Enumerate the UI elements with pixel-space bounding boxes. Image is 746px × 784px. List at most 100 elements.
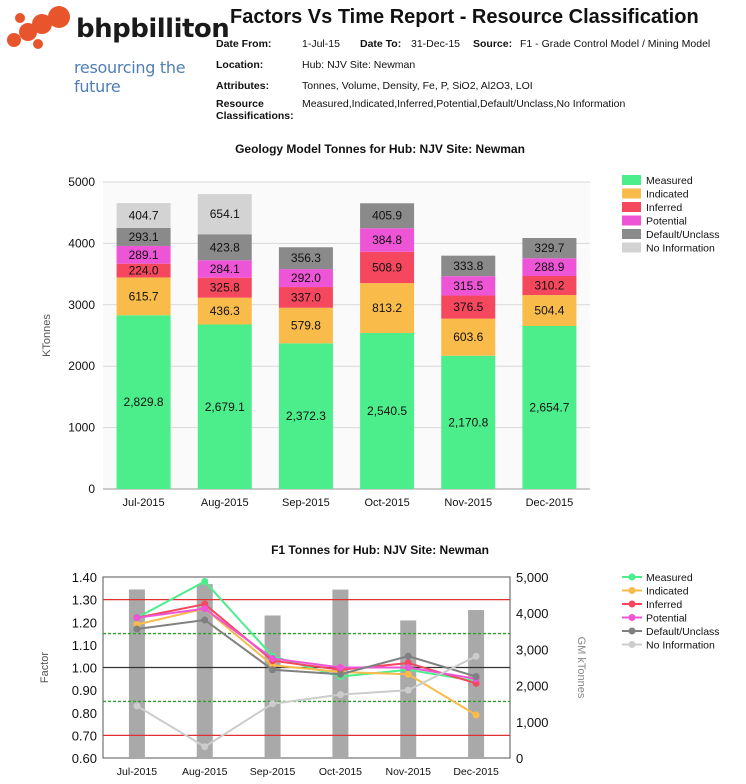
legend-swatch (622, 229, 641, 239)
series-point (336, 670, 344, 678)
bar-segment (116, 315, 171, 489)
series-point (472, 711, 480, 719)
bar-segment (278, 343, 333, 489)
bar-data-label: 293.1 (129, 230, 159, 244)
bar-segment (197, 260, 252, 278)
plot-background (103, 182, 590, 489)
date-to-value: 31-Dec-15 (411, 38, 461, 50)
series-point (472, 652, 480, 660)
legend-label: Indicated (646, 189, 689, 201)
bar-data-label: 654.1 (210, 207, 240, 221)
y-tick-label: 0.60 (72, 751, 97, 766)
location-label: Location: (216, 59, 264, 71)
bar-segment (116, 227, 171, 246)
y-tick-label: 3000 (68, 298, 95, 312)
bar-segment (278, 247, 333, 270)
y-tick-label: 1.30 (72, 593, 97, 608)
bar-data-label: 356.3 (291, 251, 321, 265)
y-tick-label: 1.20 (72, 615, 97, 630)
legend-swatch (622, 188, 641, 199)
y-axis-label: Factor (39, 652, 51, 684)
bar-data-label: 2,679.1 (205, 400, 245, 414)
y2-tick-label: 2,000 (516, 679, 549, 694)
bar-data-label: 603.6 (453, 330, 483, 344)
y-tick-label: 1.10 (72, 638, 97, 653)
legend-label: Measured (646, 572, 693, 584)
series-point (201, 605, 209, 613)
series-point (404, 664, 412, 671)
series-point (201, 578, 209, 586)
y-tick-label: 1.40 (72, 570, 97, 585)
logo-brand: bhpbilliton (76, 14, 230, 44)
series-line (136, 618, 477, 678)
bar-segment (197, 194, 252, 235)
bar-segment (441, 318, 496, 356)
x-tick-label: Jul-2015 (117, 766, 157, 778)
series-point (472, 673, 480, 681)
legend-label: Inferred (646, 599, 682, 611)
date-from-value: 1-Jul-15 (302, 38, 340, 50)
series-line (136, 607, 477, 680)
bar-segment (116, 203, 171, 228)
gm-ktonnes-bar (196, 584, 213, 758)
legend-label: Potential (646, 216, 687, 228)
bar-segment (360, 228, 415, 252)
bar-data-label: 813.2 (372, 301, 402, 315)
bar-data-label: 615.7 (129, 289, 159, 303)
y2-axis-label: GM kTonnes (575, 637, 587, 699)
x-tick-label: Aug-2015 (182, 766, 228, 778)
tonnes-stacked-bar-chart: 0 1000 2000 3000 4000 5000 KTonnes 2,829.8 615.7… (41, 175, 720, 509)
series-point (404, 652, 412, 660)
y-tick-label: 1000 (68, 421, 95, 435)
legend-label: Default/Unclass (646, 626, 720, 638)
bar-segment (360, 251, 415, 284)
bar-data-label: 2,654.7 (529, 401, 569, 415)
resource-classifications-value: Measured,Indicated,Inferred,Potential,De… (302, 98, 626, 110)
legend-swatch (622, 202, 641, 212)
bar-data-label: 404.7 (129, 209, 159, 223)
logo-dots-icon (7, 6, 70, 49)
bar-segment (522, 326, 577, 489)
series-point (201, 743, 209, 751)
bar-segment (197, 234, 252, 261)
series-point (336, 691, 344, 699)
series-point (336, 664, 344, 671)
x-tick-label: Aug-2015 (201, 497, 249, 509)
bar-data-label: 579.8 (291, 319, 321, 333)
bar-data-label: 315.5 (453, 279, 483, 293)
bar-data-label: 2,372.3 (286, 409, 326, 423)
source-label: Source: (473, 38, 513, 50)
date-from-label: Date From: (216, 38, 272, 50)
legend-marker (628, 573, 636, 581)
y2-tick-label: 4,000 (516, 606, 549, 621)
x-tick-label: Nov-2015 (385, 766, 431, 778)
bar-data-label: 2,540.5 (367, 404, 407, 418)
bar-segment (116, 245, 171, 264)
series-point (269, 666, 277, 674)
legend-marker (628, 614, 636, 621)
location-value: Hub: NJV Site: Newman (302, 59, 416, 71)
bar-segment (116, 277, 171, 316)
legend-label: Potential (646, 613, 687, 625)
attributes-value: Tonnes, Volume, Density, Fe, P, SiO2, Al… (302, 80, 533, 92)
bar-segment (360, 333, 415, 489)
x-tick-label: Sep-2015 (282, 497, 330, 509)
bar-segment (278, 287, 333, 308)
legend-swatch (622, 215, 641, 226)
y-axis-label: KTonnes (41, 314, 53, 357)
x-tick-label: Sep-2015 (250, 766, 296, 778)
x-tick-label: Nov-2015 (444, 497, 492, 509)
bar-segment (522, 238, 577, 259)
series-line (136, 580, 477, 683)
y-tick-label: 0 (88, 482, 95, 496)
bar-segment (197, 324, 252, 489)
resource-classifications-label-2: Classifications: (216, 110, 294, 122)
y2-tick-label: 5,000 (516, 570, 549, 585)
series-line (136, 603, 477, 685)
attributes-label: Attributes: (216, 80, 270, 92)
y2-tick-label: 0 (516, 751, 523, 766)
bar-segment (360, 203, 415, 229)
y2-tick-label: 3,000 (516, 642, 549, 657)
x-tick-label: Jul-2015 (122, 497, 164, 509)
logo-tagline: resourcing the future (74, 58, 186, 96)
